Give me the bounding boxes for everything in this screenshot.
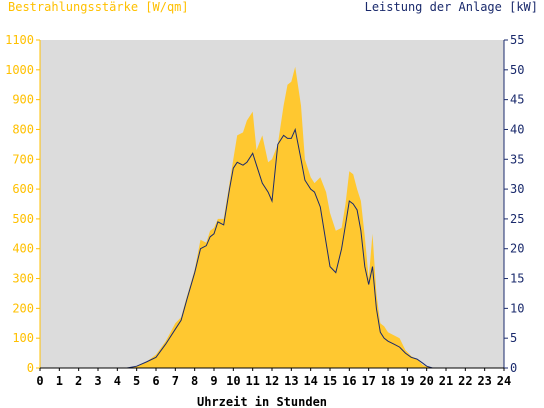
x-axis-title: Uhrzeit in Stunden (197, 395, 327, 408)
x-tick-label: 10 (226, 374, 240, 388)
x-tick-label: 22 (458, 374, 472, 388)
x-tick-label: 21 (439, 374, 453, 388)
x-axis-ticks: 0 1 2 3 4 5 6 7 8 9 10 11 12 13 14 15 16 17 18 19 20 21 22 23 24 (36, 368, 511, 388)
left-tick-label: 0 (27, 361, 34, 375)
x-tick-label: 16 (342, 374, 356, 388)
right-axis-ticks: 0 5 10 15 20 25 30 35 40 45 50 55 (504, 33, 524, 375)
x-tick-label: 18 (381, 374, 395, 388)
left-tick-label: 600 (12, 182, 34, 196)
x-tick-label: 2 (75, 374, 82, 388)
x-tick-label: 3 (94, 374, 101, 388)
right-tick-label: 30 (510, 182, 524, 196)
irradiance-area (40, 66, 504, 369)
left-tick-label: 200 (12, 301, 34, 315)
x-tick-label: 15 (323, 374, 337, 388)
x-tick-label: 1 (56, 374, 63, 388)
right-tick-label: 5 (510, 331, 517, 345)
x-tick-label: 8 (191, 374, 198, 388)
x-tick-label: 12 (265, 374, 279, 388)
x-tick-label: 23 (477, 374, 491, 388)
x-tick-label: 20 (419, 374, 433, 388)
right-tick-label: 45 (510, 93, 524, 107)
right-axis-title: Leistung der Anlage [kW] (365, 0, 538, 14)
right-tick-label: 40 (510, 122, 524, 136)
right-tick-label: 50 (510, 63, 524, 77)
right-tick-label: 55 (510, 33, 524, 47)
left-axis-title: Bestrahlungsstärke [W/qm] (8, 0, 189, 14)
right-tick-label: 0 (510, 361, 517, 375)
left-axis-ticks: 0 100 200 300 400 500 600 700 800 900 1000 1100 (5, 33, 40, 375)
right-tick-label: 35 (510, 152, 524, 166)
power-line (40, 127, 504, 369)
x-tick-label: 24 (497, 374, 511, 388)
left-tick-label: 400 (12, 242, 34, 256)
x-tick-label: 4 (114, 374, 121, 388)
x-tick-label: 7 (172, 374, 179, 388)
left-tick-label: 1000 (5, 63, 34, 77)
x-tick-label: 17 (361, 374, 375, 388)
x-tick-label: 0 (36, 374, 43, 388)
x-tick-label: 13 (284, 374, 298, 388)
x-tick-label: 19 (400, 374, 414, 388)
left-tick-label: 300 (12, 272, 34, 286)
right-tick-label: 20 (510, 242, 524, 256)
left-tick-label: 800 (12, 122, 34, 136)
left-tick-label: 1100 (5, 33, 34, 47)
x-tick-label: 6 (152, 374, 159, 388)
left-tick-label: 500 (12, 212, 34, 226)
x-tick-label: 14 (303, 374, 317, 388)
left-tick-label: 700 (12, 152, 34, 166)
right-tick-label: 10 (510, 301, 524, 315)
right-tick-label: 15 (510, 272, 524, 286)
left-tick-label: 900 (12, 93, 34, 107)
x-tick-label: 9 (210, 374, 217, 388)
x-tick-label: 5 (133, 374, 140, 388)
left-tick-label: 100 (12, 331, 34, 345)
x-tick-label: 11 (245, 374, 259, 388)
right-tick-label: 25 (510, 212, 524, 226)
